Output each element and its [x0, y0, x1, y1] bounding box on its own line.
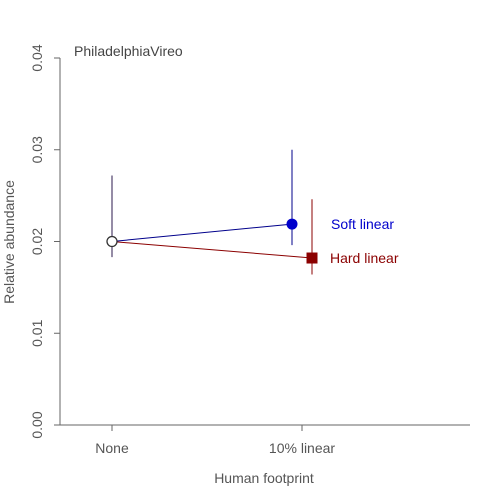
- y-axis-title: Relative abundance: [1, 180, 17, 304]
- data-point: [286, 218, 298, 230]
- y-tick-label: 0.02: [29, 228, 45, 255]
- y-tick-label: 0.00: [29, 411, 45, 438]
- x-tick-label: None: [95, 440, 129, 456]
- axes: [59, 58, 470, 426]
- x-tick-label: 10% linear: [269, 440, 335, 456]
- x-ticks: None 10% linear: [95, 425, 335, 456]
- series-line: [111, 241, 313, 259]
- series-line: [111, 223, 293, 242]
- y-tick-label: 0.03: [29, 136, 45, 163]
- baseline-point: [106, 235, 118, 248]
- x-axis-title: Human footprint: [214, 470, 314, 486]
- y-ticks: 0.00 0.01 0.02 0.03 0.04: [29, 44, 60, 439]
- chart-title: PhiladelphiaVireo: [74, 43, 183, 59]
- data-point: [306, 252, 318, 264]
- y-tick-label: 0.01: [29, 319, 45, 346]
- plot-area: Soft linear Hard linear: [106, 149, 399, 275]
- series-label: Hard linear: [330, 250, 399, 266]
- series-label: Soft linear: [331, 216, 394, 232]
- y-tick-label: 0.04: [29, 44, 45, 71]
